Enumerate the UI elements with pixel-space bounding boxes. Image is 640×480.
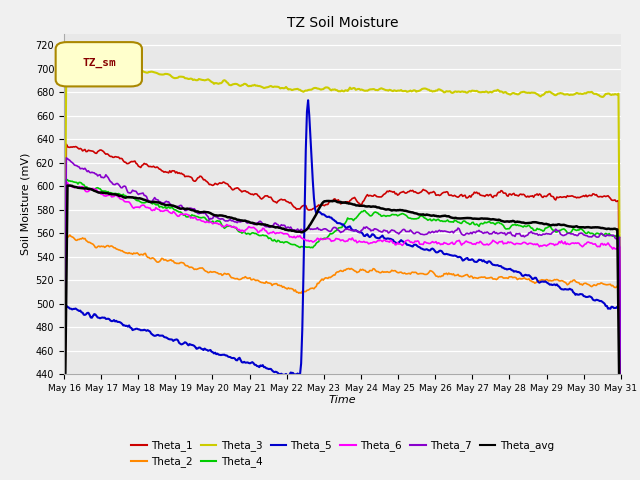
Theta_4 — [373, 210, 381, 216]
Theta_2 — [470, 275, 478, 280]
Theta_6 — [234, 228, 242, 233]
Theta_5 — [373, 235, 381, 241]
Theta_7 — [63, 155, 70, 161]
Theta_1 — [296, 206, 304, 212]
FancyBboxPatch shape — [56, 42, 142, 86]
Theta_1 — [470, 189, 478, 195]
Theta_6 — [567, 241, 575, 247]
Theta_2 — [296, 289, 304, 295]
Theta_1 — [63, 142, 70, 147]
Theta_2 — [567, 278, 575, 284]
Line: Theta_3: Theta_3 — [64, 57, 621, 413]
Theta_6 — [63, 179, 70, 185]
Theta_5 — [470, 259, 478, 264]
Theta_2 — [373, 269, 381, 275]
Theta_6 — [617, 405, 625, 410]
Line: Theta_4: Theta_4 — [64, 180, 621, 480]
Theta_4 — [60, 462, 68, 468]
Theta_5 — [295, 372, 303, 377]
Theta_avg — [63, 182, 71, 188]
Theta_1 — [60, 440, 68, 445]
Theta_1 — [373, 194, 381, 200]
Theta_5 — [399, 239, 407, 245]
Line: Theta_avg: Theta_avg — [64, 185, 621, 480]
Theta_avg — [373, 204, 381, 210]
Theta_5 — [567, 287, 575, 292]
Theta_2 — [66, 232, 74, 238]
Theta_2 — [234, 276, 242, 282]
Legend: Theta_1, Theta_2, Theta_3, Theta_4, Theta_5, Theta_6, Theta_7, Theta_avg: Theta_1, Theta_2, Theta_3, Theta_4, Thet… — [127, 436, 558, 471]
X-axis label: Time: Time — [328, 395, 356, 405]
Theta_4 — [399, 211, 407, 217]
Theta_7 — [399, 227, 407, 232]
Line: Theta_2: Theta_2 — [64, 235, 621, 480]
Theta_avg — [567, 224, 575, 229]
Theta_1 — [399, 189, 407, 194]
Theta_4 — [296, 245, 304, 251]
Theta_7 — [373, 227, 381, 232]
Theta_6 — [296, 233, 304, 239]
Line: Theta_5: Theta_5 — [64, 100, 621, 480]
Theta_5 — [304, 97, 312, 103]
Theta_4 — [470, 222, 478, 228]
Theta_4 — [63, 177, 70, 182]
Theta_3 — [60, 387, 68, 393]
Theta_7 — [296, 228, 304, 233]
Theta_4 — [567, 229, 575, 235]
Theta_avg — [470, 216, 478, 221]
Theta_avg — [296, 229, 304, 235]
Theta_3 — [470, 88, 478, 94]
Theta_1 — [234, 185, 242, 191]
Theta_1 — [567, 193, 575, 199]
Line: Theta_6: Theta_6 — [64, 182, 621, 480]
Theta_3 — [567, 92, 575, 97]
Title: TZ Soil Moisture: TZ Soil Moisture — [287, 16, 398, 30]
Theta_3 — [234, 82, 242, 88]
Theta_3 — [63, 54, 70, 60]
Theta_3 — [373, 87, 381, 93]
Theta_4 — [234, 228, 242, 234]
Theta_7 — [567, 231, 575, 237]
Theta_2 — [399, 271, 407, 276]
Line: Theta_1: Theta_1 — [64, 144, 621, 478]
Theta_7 — [234, 218, 242, 224]
Theta_6 — [399, 241, 407, 247]
Theta_6 — [373, 239, 381, 245]
Theta_avg — [234, 217, 242, 223]
Theta_7 — [617, 398, 625, 404]
Theta_6 — [470, 241, 478, 247]
Text: TZ_sm: TZ_sm — [82, 58, 116, 68]
Theta_3 — [399, 88, 407, 94]
Y-axis label: Soil Moisture (mV): Soil Moisture (mV) — [20, 153, 30, 255]
Line: Theta_7: Theta_7 — [64, 158, 621, 480]
Theta_3 — [296, 87, 304, 93]
Theta_7 — [470, 229, 478, 235]
Theta_5 — [234, 358, 241, 363]
Theta_1 — [617, 475, 625, 480]
Theta_avg — [399, 208, 407, 214]
Theta_3 — [617, 410, 625, 416]
